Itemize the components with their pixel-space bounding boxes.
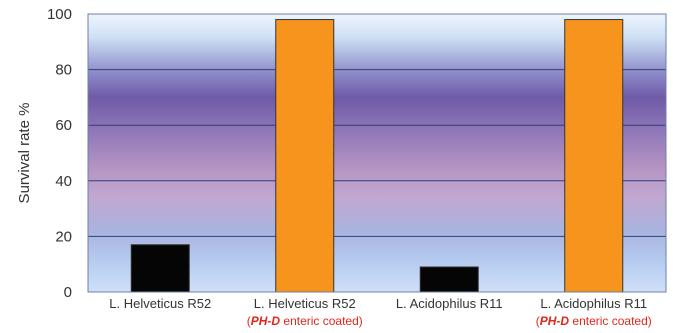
y-tick-label: 100	[47, 6, 72, 23]
y-tick-label: 40	[55, 173, 72, 190]
bar-1	[130, 244, 190, 293]
x-category-sublabel: (PH-D enteric coated)	[247, 314, 363, 328]
y-tick-label: 20	[55, 228, 72, 245]
y-tick-label: 0	[64, 284, 72, 301]
y-axis-ticks: 0 20 40 60 80 100	[47, 6, 72, 301]
x-category-label: L. Acidophilus R11	[540, 296, 647, 311]
bars	[130, 19, 624, 293]
bar-3	[419, 266, 479, 293]
x-category-label: L. Helveticus R52	[254, 296, 356, 311]
x-category-label: L. Helveticus R52	[109, 296, 211, 311]
y-tick-label: 80	[55, 62, 72, 79]
bar-4	[564, 19, 624, 293]
plot-frame	[87, 13, 667, 293]
x-category-label: L. Acidophilus R11	[396, 296, 503, 311]
x-axis-labels: L. Helveticus R52 L. Helveticus R52 (PH-D …	[109, 296, 651, 328]
y-tick-label: 60	[55, 117, 72, 134]
bar-2	[275, 19, 335, 293]
x-category-sublabel: (PH-D enteric coated)	[536, 314, 652, 328]
y-axis-label: Survival rate %	[16, 103, 33, 204]
